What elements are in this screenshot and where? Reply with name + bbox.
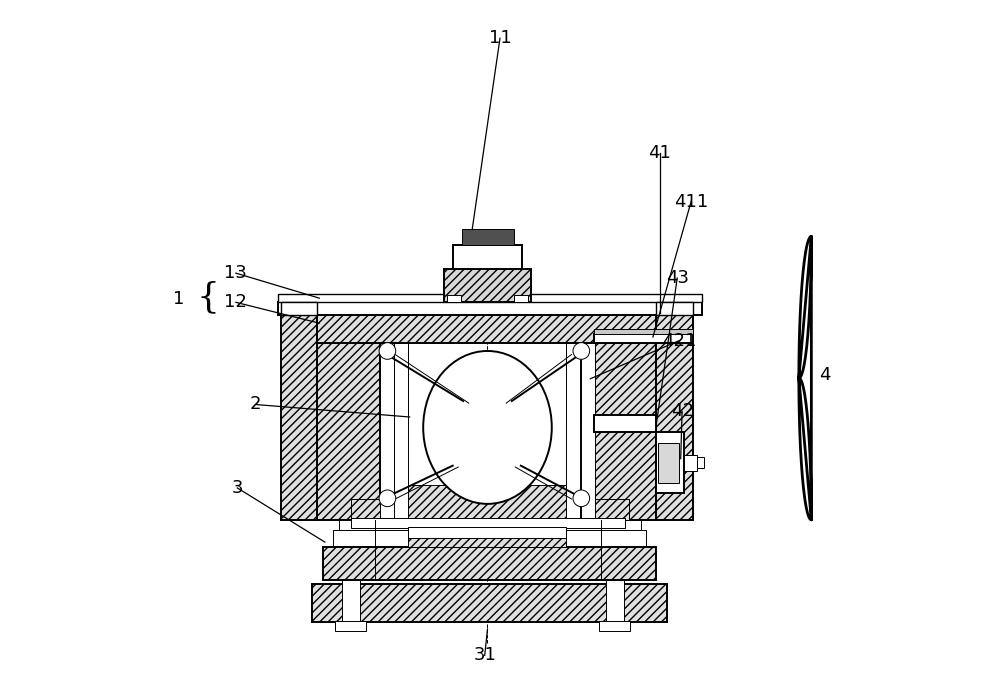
Bar [684,455,697,471]
Text: 1: 1 [173,290,185,308]
Bar [351,518,625,528]
Text: 421: 421 [662,332,696,350]
Bar [656,315,693,520]
Bar [278,294,702,302]
Text: 42: 42 [671,402,694,420]
Bar [317,315,656,343]
Text: 12: 12 [224,293,247,311]
Bar [281,302,317,315]
Text: 2: 2 [250,395,261,414]
Bar [658,443,679,483]
Bar [566,343,580,520]
Text: 3: 3 [232,479,243,497]
Bar [278,302,702,315]
Text: 4: 4 [819,366,830,384]
Text: 13: 13 [224,264,247,282]
Text: 31: 31 [473,646,496,664]
Bar [444,269,531,302]
Circle shape [379,343,396,359]
Bar [514,295,528,302]
Bar [394,343,408,520]
Circle shape [573,343,590,359]
Bar [351,499,629,520]
Bar [312,584,667,622]
Bar [339,520,641,530]
Bar [453,245,522,269]
Bar [408,528,566,547]
Bar [323,547,656,580]
Bar [594,415,656,432]
Bar [342,580,360,621]
Bar [462,229,514,245]
Ellipse shape [423,351,552,504]
Bar [333,530,646,546]
Text: 43: 43 [666,269,689,287]
Bar [656,432,684,493]
Bar [594,334,693,343]
Bar [606,580,624,621]
Circle shape [573,490,590,507]
Bar [408,485,566,520]
Text: 11: 11 [489,29,511,47]
Text: {: { [197,281,220,314]
Circle shape [379,490,396,507]
Text: 411: 411 [674,193,708,211]
Text: 41: 41 [648,144,671,162]
Bar [447,295,461,302]
Bar [594,329,693,334]
Bar [656,302,693,315]
Bar [566,343,595,420]
Bar [380,343,394,520]
Bar [408,527,566,538]
Bar [697,457,704,468]
Bar [594,343,656,520]
Bar [581,343,595,520]
Bar [335,621,366,631]
Bar [599,621,630,631]
Bar [317,343,380,520]
Bar [281,315,317,520]
Bar [380,343,408,420]
